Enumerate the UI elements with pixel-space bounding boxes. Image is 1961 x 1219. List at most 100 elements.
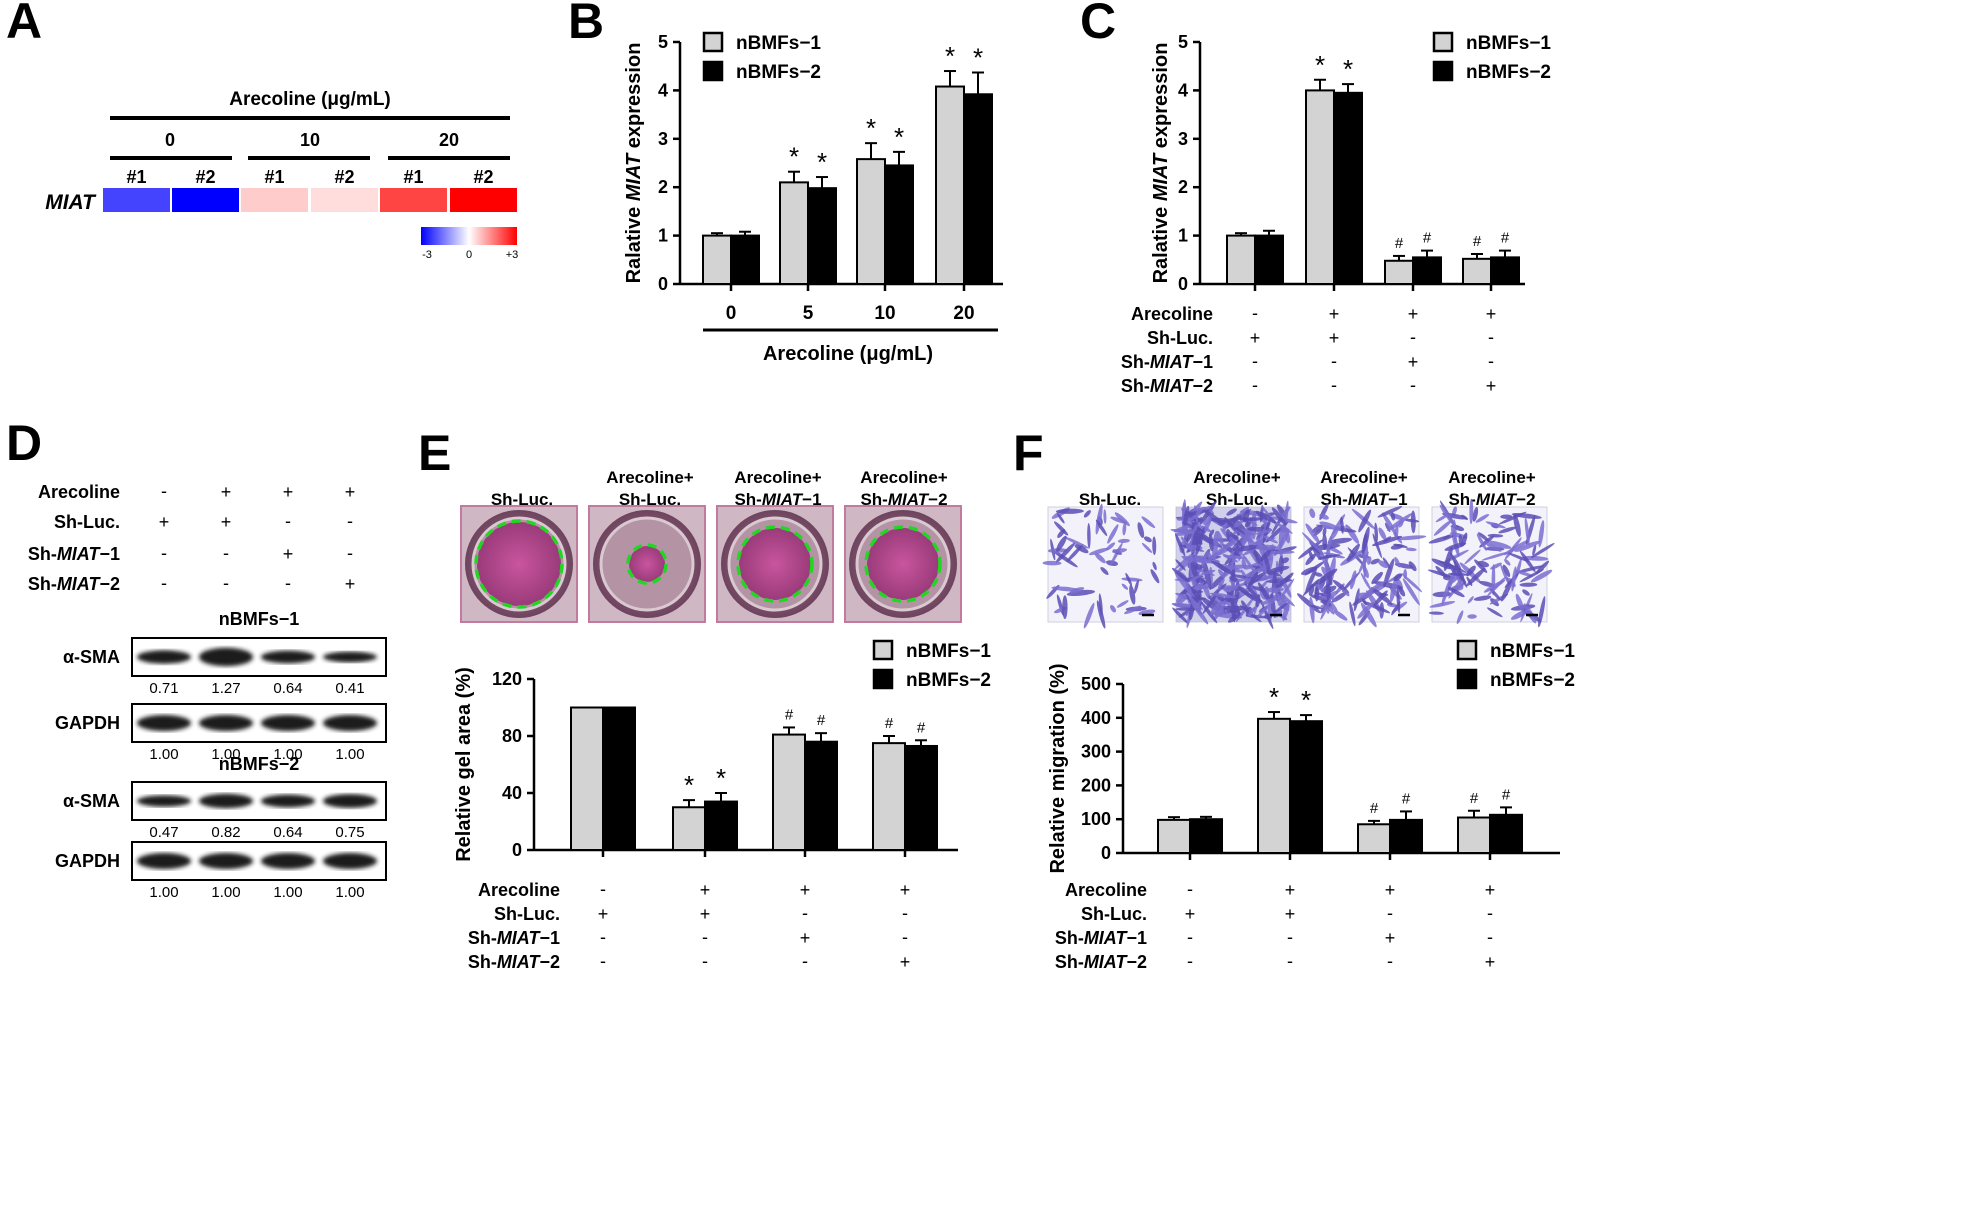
y-tick-label: 1 xyxy=(658,226,668,246)
y-tick-label: 120 xyxy=(492,669,522,689)
migrated-cell xyxy=(1200,569,1216,576)
migrated-cell xyxy=(1464,549,1481,565)
treatment-sign: - xyxy=(1331,375,1337,395)
migrated-cell xyxy=(1367,556,1372,565)
treatment-sign: + xyxy=(221,512,232,532)
significance-hash: # xyxy=(885,715,894,732)
migrated-cell xyxy=(1319,548,1331,577)
migrated-cell xyxy=(1349,601,1356,627)
significance-star: * xyxy=(1343,54,1353,84)
migrated-cell xyxy=(1327,537,1353,545)
bar-nbmfs-2 xyxy=(1490,256,1520,286)
migrated-cell xyxy=(1074,544,1089,554)
heatmap-cell xyxy=(311,188,378,212)
migrated-cell xyxy=(1083,510,1091,518)
treatment-sign: - xyxy=(161,573,167,593)
gel-disc xyxy=(629,546,665,582)
migrated-cell xyxy=(1487,533,1504,538)
migrated-cell xyxy=(1244,567,1266,578)
panel-letters: A B C D E F xyxy=(6,0,1116,481)
photo-condition-label: Sh-Luc. xyxy=(1206,490,1268,509)
migrated-cell xyxy=(1057,513,1065,524)
band-quantification: 0.47 xyxy=(149,824,178,841)
panel-label-c: C xyxy=(1080,0,1116,49)
y-tick-label: 0 xyxy=(1101,843,1111,863)
migrated-cell xyxy=(1057,528,1066,539)
migrated-cell xyxy=(1523,603,1537,624)
migrated-cell xyxy=(1175,592,1188,598)
treatment-sign: + xyxy=(700,880,711,900)
migrated-cell xyxy=(1226,582,1246,593)
legend-label-nbmfs-2: nBMFs−2 xyxy=(736,62,821,83)
migration-photo xyxy=(1047,506,1164,623)
migrated-cell xyxy=(1466,565,1476,577)
gel-boundary-dash xyxy=(736,525,814,603)
bar-nbmfs-2 xyxy=(1412,256,1442,286)
replicate-label: #2 xyxy=(334,167,354,187)
panel-f-image-labels: Sh-Luc. Arecoline+ Sh-Luc. Arecoline+ Sh-MIA… xyxy=(1079,468,1536,509)
treatment-sign: - xyxy=(702,927,708,947)
migrated-cell xyxy=(1196,550,1209,579)
migrated-cell xyxy=(1055,542,1076,563)
migrated-cell xyxy=(1210,601,1222,616)
migrated-cell xyxy=(1301,566,1317,575)
treatment-sign: - xyxy=(902,927,908,947)
migrated-cell xyxy=(1088,547,1110,556)
migrated-cell xyxy=(1218,578,1225,590)
migrated-cell xyxy=(1188,596,1204,610)
migrated-cell xyxy=(1230,534,1239,540)
migrated-cell xyxy=(1378,560,1389,569)
protein-band xyxy=(137,650,191,664)
x-tick-label: 0 xyxy=(726,303,737,324)
migrated-cell xyxy=(1456,610,1464,625)
migrated-cell xyxy=(1461,532,1468,547)
significance-star: * xyxy=(1301,685,1311,715)
migrated-cell xyxy=(1393,573,1403,582)
panel-f-bar-chart: 0 100 200 300 400 500 Relative migration (%) * *… xyxy=(1047,663,1560,874)
migrated-cell xyxy=(1340,516,1344,534)
protein-band xyxy=(199,647,253,667)
photo-condition-label: Sh-MIAT−1 xyxy=(1320,490,1407,509)
colorbar xyxy=(421,227,517,245)
bar-nbmfs-1 xyxy=(872,742,906,851)
migrated-cell xyxy=(1175,559,1186,571)
migrated-cell xyxy=(1390,512,1396,521)
photo-condition-label: Sh-MIAT−1 xyxy=(734,490,821,509)
migrated-cell xyxy=(1100,566,1109,575)
significance-star: * xyxy=(973,42,983,72)
migrated-cell xyxy=(1141,516,1156,529)
legend-swatch-nbmfs-2 xyxy=(872,668,894,690)
migrated-cell xyxy=(1278,524,1285,548)
migrated-cell xyxy=(1362,565,1369,579)
gene-label: MIAT xyxy=(45,191,97,214)
migrated-cell xyxy=(1371,535,1403,547)
migrated-cell xyxy=(1308,550,1314,560)
bar-nbmfs-2 xyxy=(704,800,738,851)
migrated-cell xyxy=(1247,571,1259,589)
treatment-row-label: Arecoline xyxy=(38,482,120,502)
treatment-sign: - xyxy=(702,951,708,971)
bar-nbmfs-2 xyxy=(884,164,914,285)
migrated-cell xyxy=(1259,588,1266,600)
bar-nbmfs-2 xyxy=(904,744,938,851)
migrated-cell xyxy=(1310,604,1323,610)
treatment-row-label: Sh-Luc. xyxy=(494,904,560,924)
migrated-cell xyxy=(1371,571,1383,585)
treatment-sign: - xyxy=(600,951,606,971)
significance-star: * xyxy=(817,147,827,177)
migrated-cell xyxy=(1117,538,1130,543)
migrated-cell xyxy=(1188,574,1202,582)
migrated-cell xyxy=(1216,530,1224,547)
migrated-cell xyxy=(1195,508,1203,515)
band-quantification: 1.00 xyxy=(149,884,178,901)
heatmap-cell xyxy=(172,188,239,212)
y-tick-label: 400 xyxy=(1081,708,1111,728)
blot-row-label: GAPDH xyxy=(55,851,120,871)
migrated-cell xyxy=(1266,586,1284,593)
migrated-cell xyxy=(1530,542,1555,559)
replicate-label: #2 xyxy=(195,167,215,187)
panel-b-legend: nBMFs−1 nBMFs−2 xyxy=(702,31,821,83)
migrated-cell xyxy=(1476,533,1487,551)
migrated-cell xyxy=(1305,553,1317,566)
migrated-cell xyxy=(1511,566,1517,592)
